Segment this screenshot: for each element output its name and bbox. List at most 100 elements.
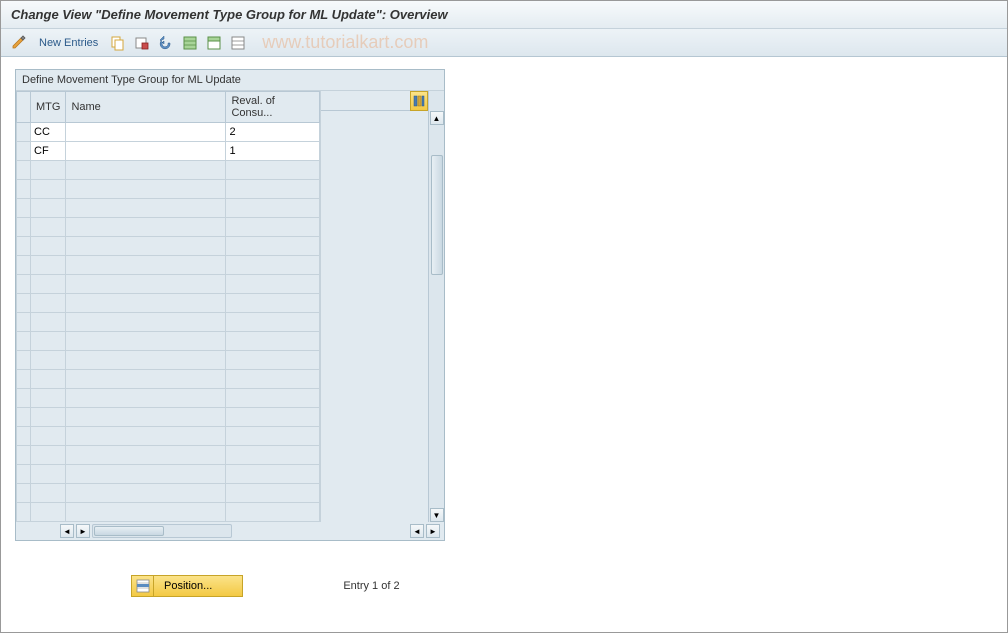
row-selector[interactable]: [17, 351, 31, 370]
cell-reval[interactable]: [226, 332, 320, 351]
column-header-mtg[interactable]: MTG: [31, 92, 66, 123]
delete-icon[interactable]: [132, 33, 152, 53]
cell-name[interactable]: [66, 351, 226, 370]
cell-reval[interactable]: [226, 370, 320, 389]
cell-reval[interactable]: [226, 275, 320, 294]
cell-reval[interactable]: [226, 161, 320, 180]
toggle-display-change-icon[interactable]: [9, 33, 29, 53]
cell-mtg[interactable]: [31, 370, 66, 389]
select-block-icon[interactable]: [204, 33, 224, 53]
cell-name[interactable]: [66, 237, 226, 256]
row-selector[interactable]: [17, 275, 31, 294]
cell-reval[interactable]: [226, 351, 320, 370]
cell-name[interactable]: [66, 256, 226, 275]
row-selector[interactable]: [17, 332, 31, 351]
cell-mtg[interactable]: CF: [31, 142, 66, 161]
undo-icon[interactable]: [156, 33, 176, 53]
cell-name[interactable]: [66, 503, 226, 522]
hscroll-left-button[interactable]: ►: [76, 524, 90, 538]
cell-reval[interactable]: [226, 484, 320, 503]
cell-mtg[interactable]: [31, 313, 66, 332]
row-selector[interactable]: [17, 313, 31, 332]
vscroll-track[interactable]: [430, 125, 444, 508]
cell-reval[interactable]: [226, 503, 320, 522]
cell-mtg[interactable]: [31, 218, 66, 237]
row-selector[interactable]: [17, 484, 31, 503]
cell-reval[interactable]: [226, 199, 320, 218]
vscroll-thumb[interactable]: [431, 155, 443, 275]
cell-name[interactable]: [66, 427, 226, 446]
row-selector[interactable]: [17, 256, 31, 275]
cell-mtg[interactable]: [31, 389, 66, 408]
cell-reval[interactable]: [226, 427, 320, 446]
hscroll-first-button[interactable]: ◄: [60, 524, 74, 538]
cell-name[interactable]: [66, 275, 226, 294]
position-button[interactable]: Position...: [131, 575, 243, 597]
table-config-button[interactable]: [410, 91, 428, 111]
cell-mtg[interactable]: [31, 465, 66, 484]
cell-reval[interactable]: 1: [226, 142, 320, 161]
row-selector[interactable]: [17, 446, 31, 465]
cell-reval[interactable]: [226, 389, 320, 408]
cell-name[interactable]: [66, 199, 226, 218]
column-header-name[interactable]: Name: [66, 92, 226, 123]
cell-name[interactable]: [66, 484, 226, 503]
row-selector[interactable]: [17, 237, 31, 256]
cell-reval[interactable]: [226, 446, 320, 465]
cell-reval[interactable]: [226, 256, 320, 275]
cell-mtg[interactable]: [31, 427, 66, 446]
row-selector[interactable]: [17, 199, 31, 218]
cell-mtg[interactable]: [31, 180, 66, 199]
cell-mtg[interactable]: [31, 294, 66, 313]
cell-mtg[interactable]: [31, 446, 66, 465]
cell-name[interactable]: [66, 313, 226, 332]
hscroll-last-button[interactable]: ►: [426, 524, 440, 538]
row-selector[interactable]: [17, 465, 31, 484]
hscroll-right-button[interactable]: ◄: [410, 524, 424, 538]
cell-reval[interactable]: [226, 465, 320, 484]
hscroll-thumb[interactable]: [94, 526, 164, 536]
cell-name[interactable]: [66, 332, 226, 351]
vertical-scrollbar[interactable]: ▲ ▼: [428, 91, 444, 522]
cell-reval[interactable]: [226, 313, 320, 332]
row-selector[interactable]: [17, 503, 31, 522]
cell-name[interactable]: [66, 218, 226, 237]
cell-reval[interactable]: [226, 294, 320, 313]
cell-mtg[interactable]: [31, 503, 66, 522]
row-selector[interactable]: [17, 389, 31, 408]
new-entries-button[interactable]: New Entries: [33, 35, 104, 51]
cell-mtg[interactable]: [31, 351, 66, 370]
cell-mtg[interactable]: [31, 161, 66, 180]
row-selector[interactable]: [17, 294, 31, 313]
copy-as-icon[interactable]: [108, 33, 128, 53]
row-selector[interactable]: [17, 161, 31, 180]
cell-mtg[interactable]: [31, 332, 66, 351]
cell-name[interactable]: [66, 370, 226, 389]
cell-name[interactable]: [66, 465, 226, 484]
row-selector[interactable]: [17, 218, 31, 237]
row-selector[interactable]: [17, 123, 31, 142]
row-selector[interactable]: [17, 408, 31, 427]
scroll-up-button[interactable]: ▲: [430, 111, 444, 125]
cell-name[interactable]: [66, 389, 226, 408]
row-selector[interactable]: [17, 142, 31, 161]
cell-name[interactable]: [66, 294, 226, 313]
cell-mtg[interactable]: [31, 484, 66, 503]
cell-name[interactable]: [66, 446, 226, 465]
cell-mtg[interactable]: [31, 408, 66, 427]
column-header-reval[interactable]: Reval. of Consu...: [226, 92, 320, 123]
row-selector[interactable]: [17, 427, 31, 446]
row-selector[interactable]: [17, 180, 31, 199]
cell-reval[interactable]: [226, 218, 320, 237]
cell-name[interactable]: [66, 161, 226, 180]
cell-name[interactable]: [66, 142, 226, 161]
cell-reval[interactable]: [226, 180, 320, 199]
cell-mtg[interactable]: CC: [31, 123, 66, 142]
cell-reval[interactable]: [226, 408, 320, 427]
cell-mtg[interactable]: [31, 237, 66, 256]
cell-mtg[interactable]: [31, 256, 66, 275]
select-all-icon[interactable]: [180, 33, 200, 53]
cell-reval[interactable]: [226, 237, 320, 256]
row-selector-header[interactable]: [17, 92, 31, 123]
scroll-down-button[interactable]: ▼: [430, 508, 444, 522]
